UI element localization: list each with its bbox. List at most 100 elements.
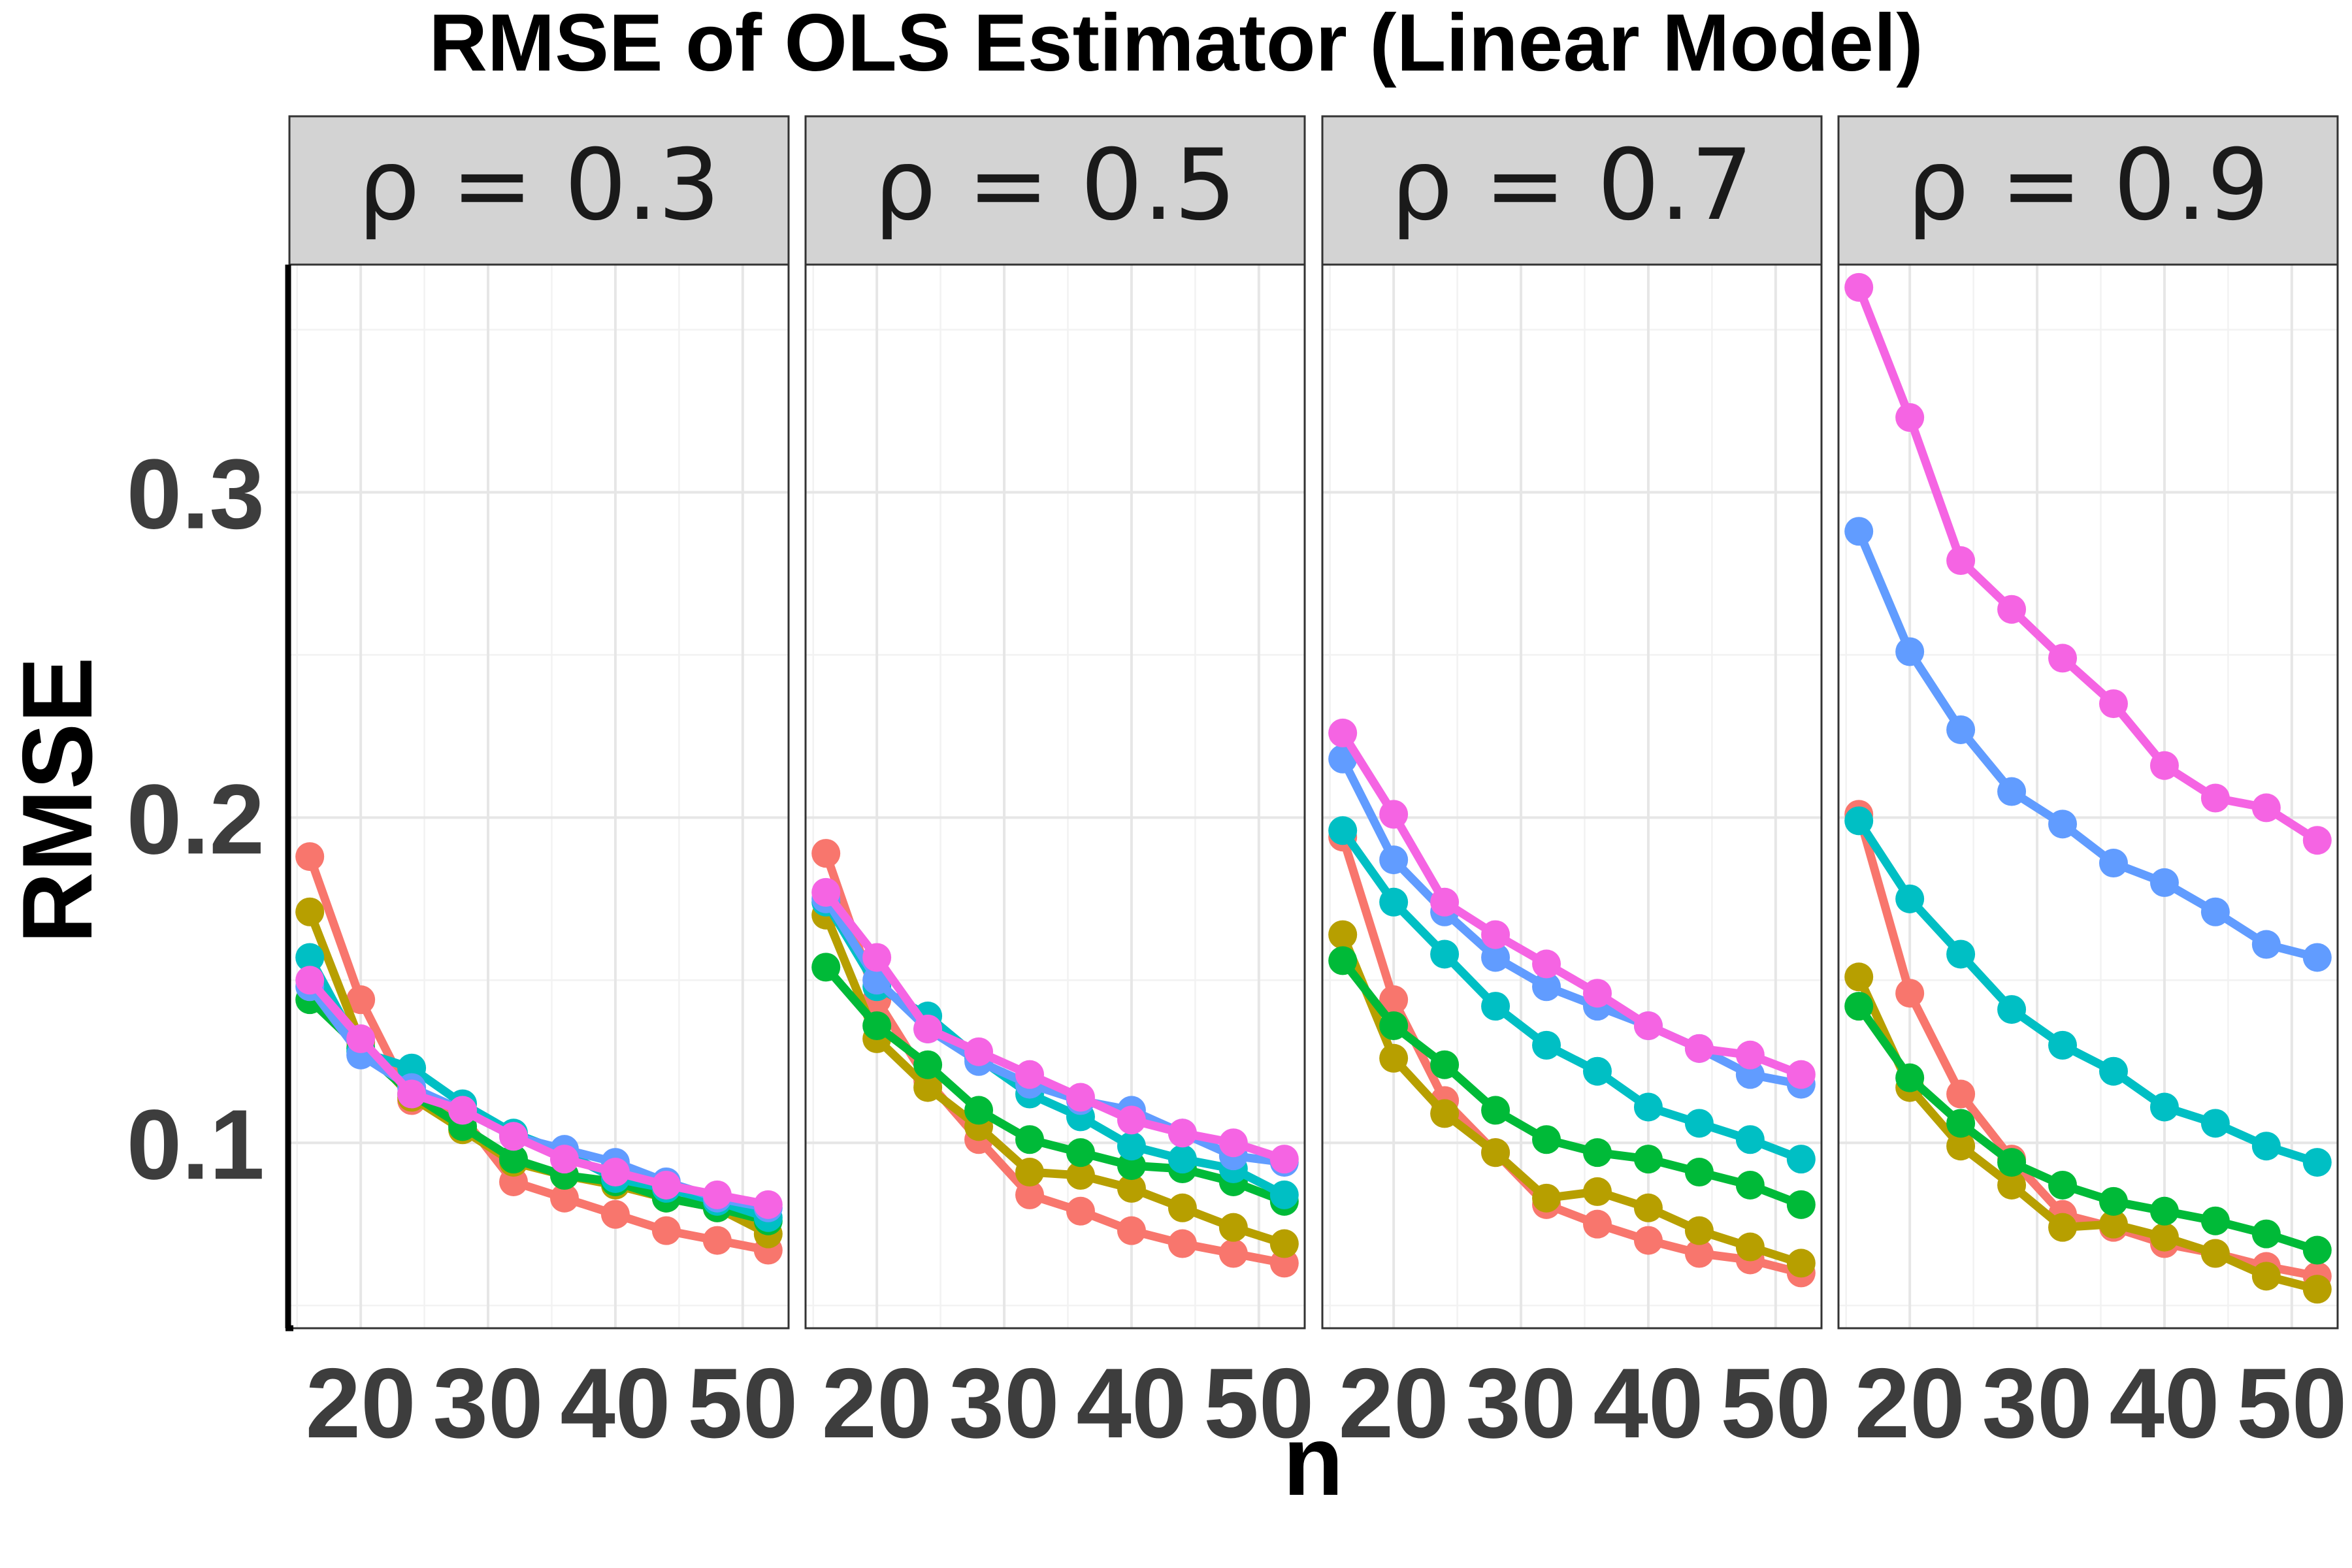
data-point (1168, 1193, 1197, 1222)
data-point (1946, 546, 1976, 576)
data-point (2099, 849, 2128, 878)
series-line (1338, 956, 1806, 1209)
data-point (1532, 1030, 1561, 1060)
data-point (1844, 272, 1874, 302)
data-point (1946, 715, 1976, 744)
data-point (1218, 1239, 1248, 1268)
y-tick-label: 0.2 (127, 764, 265, 875)
data-point (2149, 1092, 2179, 1122)
data-point (1168, 1145, 1197, 1174)
series-6 (1328, 718, 1816, 1089)
data-point (346, 1024, 376, 1053)
data-point (2302, 1148, 2332, 1177)
data-point (2149, 1222, 2179, 1252)
data-point (811, 953, 841, 982)
data-point (2251, 1132, 2281, 1161)
data-point (1735, 1232, 1765, 1262)
data-point (2302, 1235, 2332, 1265)
series-line (1338, 826, 1806, 1164)
data-point (1895, 637, 1925, 666)
x-tick-label: 30 (1466, 1348, 1576, 1459)
x-tick-label: 30 (433, 1348, 544, 1459)
data-point (397, 1079, 427, 1109)
y-tick-label: 0.1 (127, 1089, 265, 1200)
series-line (821, 962, 1289, 1206)
data-point (600, 1200, 630, 1229)
data-point (1684, 1158, 1714, 1187)
data-point (1735, 1040, 1765, 1070)
data-point (1946, 1132, 1976, 1161)
series-2 (1328, 920, 1816, 1278)
data-point (549, 1145, 579, 1174)
series-line (1338, 755, 1806, 1089)
data-point (1786, 1190, 1816, 1219)
data-point (1066, 1196, 1095, 1226)
data-point (1328, 920, 1358, 949)
data-point (1117, 1173, 1146, 1203)
facet-panel-2: ρ = 0.5 20 30 40 50 (804, 115, 1314, 1459)
x-tick-label: 20 (1339, 1348, 1449, 1459)
data-point (1481, 992, 1511, 1021)
data-point (2048, 1030, 2078, 1060)
data-point (2200, 1109, 2230, 1138)
data-point (1481, 1138, 1511, 1168)
data-point (1684, 1109, 1714, 1138)
data-point (651, 1170, 681, 1200)
data-point (1015, 1125, 1045, 1154)
data-point (1379, 845, 1409, 875)
data-point (1582, 1209, 1612, 1239)
data-point (2200, 783, 2230, 813)
x-tick-label: 30 (1982, 1348, 2093, 1459)
data-point (1269, 1145, 1299, 1174)
data-point (1997, 777, 2027, 806)
data-point (2048, 1213, 2078, 1242)
series-line (1854, 527, 2322, 962)
data-point (2302, 943, 2332, 972)
data-point (1582, 1177, 1612, 1206)
data-point (1735, 1125, 1765, 1154)
data-point (549, 1183, 579, 1213)
series-6 (295, 966, 783, 1219)
data-point (1379, 887, 1409, 917)
chart-title: RMSE of OLS Estimator (Linear Model) (429, 0, 1923, 88)
series-line (305, 975, 773, 1209)
data-point (1844, 517, 1874, 546)
series-line (1854, 283, 2322, 845)
data-point (1532, 972, 1561, 1002)
data-point (1895, 979, 1925, 1008)
data-point (1168, 1119, 1197, 1148)
data-point (1633, 1092, 1663, 1122)
data-point (2048, 809, 2078, 839)
x-tick-label: 40 (2109, 1348, 2219, 1459)
x-tick-label: 50 (1720, 1348, 1831, 1459)
data-point (499, 1145, 529, 1174)
data-point (1582, 1138, 1612, 1168)
series-line (821, 894, 1289, 1167)
data-point (2099, 1186, 2128, 1216)
series-3 (1844, 992, 2332, 1265)
facet-strip-label: ρ = 0.3 (358, 129, 721, 242)
data-point (2251, 793, 2281, 823)
data-point (1430, 1050, 1460, 1079)
data-point (1379, 985, 1409, 1015)
data-point (1269, 1229, 1299, 1258)
data-point (1844, 806, 1874, 836)
data-point (295, 943, 325, 972)
data-point (1066, 1083, 1095, 1112)
y-tick-label: 0.3 (127, 439, 265, 550)
data-point (1117, 1105, 1146, 1135)
panel-border (1321, 263, 1823, 1330)
data-point (2099, 1056, 2128, 1086)
data-point (1481, 1096, 1511, 1125)
data-point (964, 1037, 994, 1066)
data-point (1997, 1148, 2027, 1177)
data-point (2149, 868, 2179, 897)
data-point (1684, 1239, 1714, 1268)
data-point (1633, 1011, 1663, 1040)
facet-strip (1837, 115, 2339, 266)
data-point (1946, 1109, 1976, 1138)
data-point (1997, 595, 2027, 624)
data-point (1997, 1170, 2027, 1200)
data-point (651, 1216, 681, 1245)
